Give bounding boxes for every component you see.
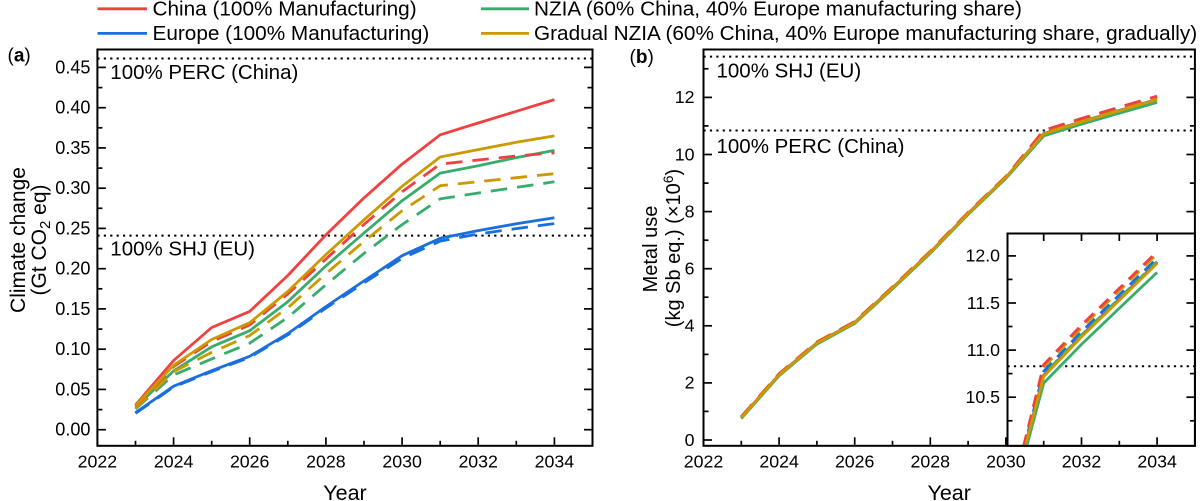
svg-text:2024: 2024 xyxy=(154,452,194,472)
svg-text:0.00: 0.00 xyxy=(55,420,90,440)
svg-text:2034: 2034 xyxy=(535,452,575,472)
svg-text:0.15: 0.15 xyxy=(55,299,90,319)
svg-text:4: 4 xyxy=(685,316,695,336)
svg-text:0.45: 0.45 xyxy=(55,57,90,77)
svg-text:Europe (100% Manufacturing): Europe (100% Manufacturing) xyxy=(153,22,430,45)
svg-text:(b): (b) xyxy=(630,47,654,68)
svg-text:2030: 2030 xyxy=(382,452,422,472)
svg-text:100% SHJ (EU): 100% SHJ (EU) xyxy=(717,60,862,83)
svg-text:2028: 2028 xyxy=(911,452,951,472)
svg-text:2024: 2024 xyxy=(759,452,799,472)
svg-text:12: 12 xyxy=(675,87,695,107)
svg-text:2028: 2028 xyxy=(306,452,346,472)
svg-text:Metal use: Metal use xyxy=(640,206,662,293)
svg-text:0.10: 0.10 xyxy=(55,339,90,359)
svg-text:0: 0 xyxy=(685,430,695,450)
svg-text:10.5: 10.5 xyxy=(965,387,1000,407)
svg-text:100% PERC (China): 100% PERC (China) xyxy=(110,61,298,84)
svg-text:0.05: 0.05 xyxy=(55,379,90,399)
svg-text:Gradual NZIA (60% China, 40% E: Gradual NZIA (60% China, 40% Europe manu… xyxy=(534,22,1197,45)
svg-text:(kg Sb eq.) (×106): (kg Sb eq.) (×106) xyxy=(660,169,685,327)
svg-text:11.5: 11.5 xyxy=(967,293,1000,313)
svg-text:12.0: 12.0 xyxy=(965,246,1000,266)
svg-text:2022: 2022 xyxy=(684,452,724,472)
svg-text:100% SHJ (EU): 100% SHJ (EU) xyxy=(110,237,255,260)
svg-text:0.20: 0.20 xyxy=(55,259,90,279)
svg-text:Climate change: Climate change xyxy=(7,167,30,313)
svg-text:0.30: 0.30 xyxy=(55,178,90,198)
svg-text:China (100% Manufacturing): China (100% Manufacturing) xyxy=(153,0,417,20)
svg-text:2032: 2032 xyxy=(1062,452,1102,472)
svg-text:11.0: 11.0 xyxy=(967,340,1000,360)
svg-text:0.35: 0.35 xyxy=(55,138,90,158)
svg-text:Year: Year xyxy=(323,481,366,501)
svg-text:Year: Year xyxy=(927,481,970,501)
svg-text:2030: 2030 xyxy=(986,452,1026,472)
svg-text:2022: 2022 xyxy=(78,452,118,472)
svg-text:10: 10 xyxy=(675,144,695,164)
svg-text:0.40: 0.40 xyxy=(55,98,90,118)
svg-text:2026: 2026 xyxy=(835,452,875,472)
svg-text:100% PERC (China): 100% PERC (China) xyxy=(717,135,905,158)
svg-text:(Gt CO2 eq): (Gt CO2 eq) xyxy=(28,184,54,295)
svg-text:6: 6 xyxy=(685,259,695,279)
svg-text:2034: 2034 xyxy=(1137,452,1177,472)
svg-text:8: 8 xyxy=(685,201,695,221)
svg-text:(a): (a) xyxy=(8,46,31,67)
svg-text:2: 2 xyxy=(685,373,695,393)
svg-text:0.25: 0.25 xyxy=(55,218,90,238)
svg-text:NZIA (60% China, 40% Europe ma: NZIA (60% China, 40% Europe manufacturin… xyxy=(534,0,1022,20)
svg-text:2026: 2026 xyxy=(230,452,270,472)
svg-text:2032: 2032 xyxy=(458,452,498,472)
